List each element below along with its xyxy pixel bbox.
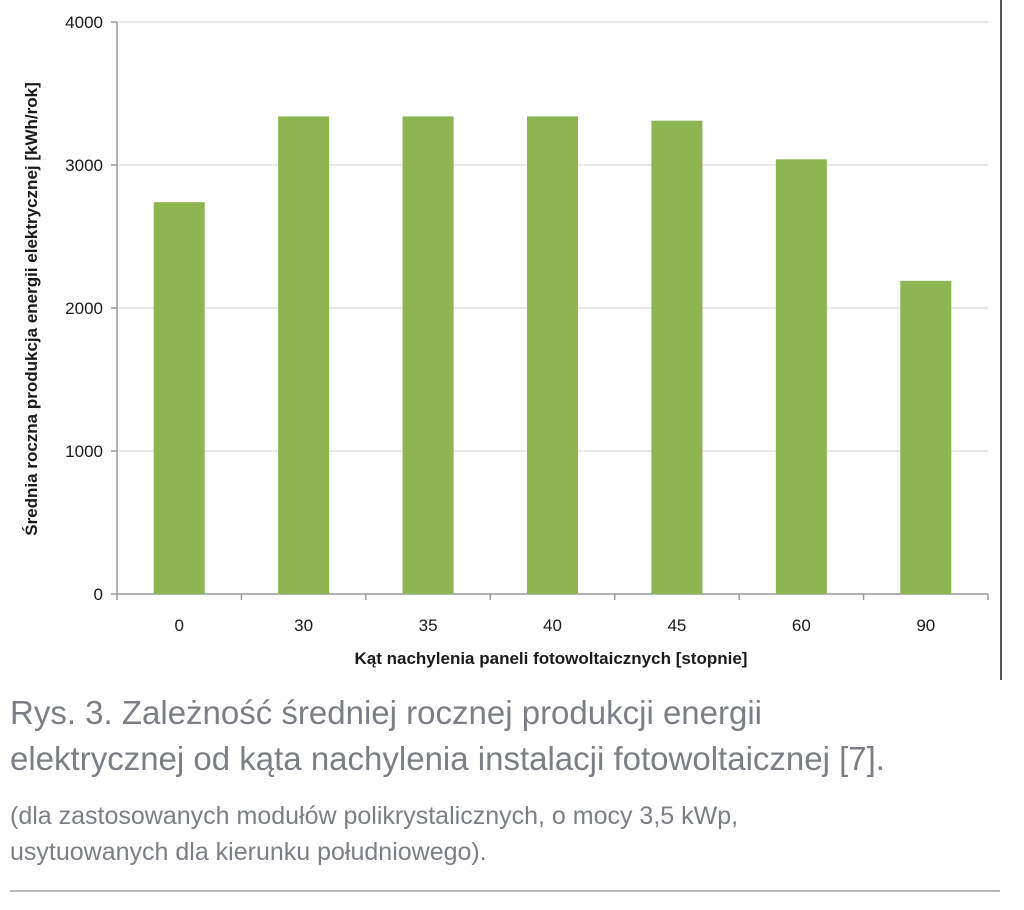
- bar-90: [900, 280, 952, 594]
- x-tick-label: 60: [792, 616, 811, 635]
- bar-60: [775, 159, 827, 594]
- x-tick-label: 40: [543, 616, 562, 635]
- bar-40: [526, 116, 579, 594]
- x-tick-label: 45: [667, 616, 686, 635]
- tick-labels: 0 1000 2000 3000 4000 0 30 35 40 45 60 90: [65, 13, 935, 635]
- x-tick-label: 90: [916, 616, 935, 635]
- y-tick-label: 2000: [65, 299, 103, 318]
- note-line-1: (dla zastosowanych modułów polikrystalic…: [10, 802, 739, 830]
- note-line-2: usytuowanych dla kierunku południowego).: [10, 838, 487, 866]
- bar-35: [402, 116, 454, 594]
- caption-line-1: Rys. 3. Zależność średniej rocznej produ…: [10, 694, 763, 731]
- bars: [153, 116, 952, 595]
- bar-0: [153, 202, 205, 594]
- y-tick-label: 4000: [65, 13, 103, 32]
- bar-45: [651, 120, 703, 595]
- x-tick-label: 0: [174, 616, 183, 635]
- caption-divider: [10, 890, 1000, 892]
- figure-note: (dla zastosowanych modułów polikrystalic…: [10, 798, 1000, 870]
- y-tick-label: 0: [94, 585, 103, 604]
- y-axis-title: Średnia roczna produkcja energii elektry…: [22, 82, 41, 535]
- caption-line-2: elektrycznej od kąta nachylenia instalac…: [10, 740, 885, 777]
- bar-chart: 0 1000 2000 3000 4000 0 30 35 40 45 60 90 Kąt nachy…: [22, 0, 1002, 680]
- bar-30: [278, 116, 330, 594]
- figure-caption: Rys. 3. Zależność średniej rocznej produ…: [10, 690, 1000, 782]
- x-tick-label: 30: [294, 616, 313, 635]
- y-tick-label: 3000: [65, 156, 103, 175]
- y-tick-label: 1000: [65, 442, 103, 461]
- x-axis-title: Kąt nachylenia paneli fotowoltaicznych […: [355, 649, 748, 668]
- x-tick-label: 35: [419, 616, 438, 635]
